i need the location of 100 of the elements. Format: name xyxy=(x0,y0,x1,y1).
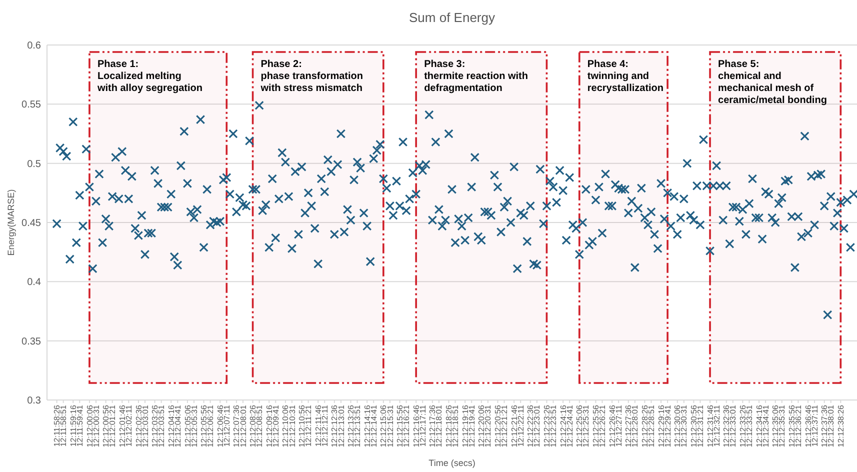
band-label: Phase 4: twinning and recrystallization xyxy=(587,59,664,94)
x-tick-label: 12:12:27:36 xyxy=(624,404,634,448)
x-tick-label: 12:12:05:56 xyxy=(200,404,209,448)
y-tick-label: 0.3 xyxy=(27,396,42,406)
x-axis-title: Time (secs) xyxy=(428,458,476,468)
x-tick-label: 12:12:21:21 xyxy=(500,404,510,448)
x-tick-label: 12:12:33:01 xyxy=(728,404,738,448)
x-tick-label: 12:12:06:46 xyxy=(216,404,225,448)
y-tick-label: 0.45 xyxy=(22,218,42,229)
x-tick-label: 12:12:20:06 xyxy=(477,404,486,448)
x-tick-label: 12:12:35:06 xyxy=(771,404,780,448)
y-axis-title: Energy(MARSE) xyxy=(6,189,16,256)
x-tick-label: 12:12:34:41 xyxy=(761,404,770,448)
x-tick-label: 12:12:10:56 xyxy=(298,404,307,448)
band-label: Phase 2: phase transformation with stress mismatch xyxy=(260,59,364,94)
x-tick-label: 12:12:33:26 xyxy=(738,404,748,448)
x-tick-label: 12:12:02:11 xyxy=(124,404,134,447)
x-tick-label: 12:12:36:21 xyxy=(794,404,804,448)
x-tick-label: 12:12:14:16 xyxy=(362,404,372,448)
band-label: Phase 5: chemical and mechanical mesh of ceramic/metal bonding xyxy=(718,59,827,106)
x-tick-label: 12:12:31:46 xyxy=(706,404,715,448)
x-tick-label: 12:12:14:41 xyxy=(369,404,378,448)
y-tick-label: 0.5 xyxy=(27,158,42,170)
x-tick-label: 12:12:03:26 xyxy=(150,404,160,448)
x-tick-label: 12:11:59:16 xyxy=(68,404,78,447)
x-tick-label: 12:12:08:26 xyxy=(248,404,258,448)
x-tick-label: 12:12:23:51 xyxy=(549,404,558,448)
x-tick-label: 12:12:28:51 xyxy=(647,404,656,448)
x-tick-label: 12:12:23:26 xyxy=(542,404,552,448)
x-tick-label: 12:12:18:26 xyxy=(444,404,454,448)
y-tick-label: 0.4 xyxy=(27,277,42,288)
x-tick-label: 12:12:17:11 xyxy=(418,404,428,447)
x-tick-label: 12:12:03:01 xyxy=(140,404,150,448)
x-tick-label: 12:12:13:01 xyxy=(336,404,346,448)
x-tick-label: 12:12:20:31 xyxy=(484,404,493,448)
x-tick-label: 12:12:24:16 xyxy=(558,404,568,448)
x-tick-label: 12:12:25:56 xyxy=(592,404,601,448)
x-tick-label: 12:11:59:41 xyxy=(75,404,84,447)
x-tick-label: 12:12:17:36 xyxy=(428,404,438,448)
x-tick-label: 12:12:13:26 xyxy=(346,404,356,448)
x-tick-label: 12:11:58:26 xyxy=(52,404,62,447)
x-tick-label: 12:12:07:36 xyxy=(232,404,242,448)
x-tick-label: 12:12:08:51 xyxy=(255,404,264,448)
x-tick-label: 12:12:03:51 xyxy=(157,404,166,448)
x-tick-label: 12:12:04:16 xyxy=(166,404,176,448)
x-tick-label: 12:12:31:21 xyxy=(696,404,706,448)
x-tick-label: 12:12:10:31 xyxy=(288,404,297,448)
y-tick-label: 0.55 xyxy=(22,100,42,111)
x-tick-label: 12:12:11:21 xyxy=(304,404,314,447)
y-tick-label: 0.35 xyxy=(22,336,42,348)
x-tick-label: 12:12:32:11 xyxy=(712,404,722,447)
chart-title: Sum of Energy xyxy=(409,10,496,25)
x-tick-label: 12:12:15:06 xyxy=(379,404,388,448)
x-tick-label: 12:12:01:46 xyxy=(118,404,127,448)
x-tick-label: 12:12:09:16 xyxy=(264,404,274,448)
x-tick-label: 12:12:00:06 xyxy=(85,404,94,448)
x-tick-label: 12:12:29:41 xyxy=(663,404,672,448)
x-tick-label: 12:12:35:31 xyxy=(778,404,787,448)
x-tick-label: 12:12:16:21 xyxy=(402,404,412,448)
x-tick-label: 12:12:00:31 xyxy=(92,404,101,448)
x-tick-label: 12:12:37:36 xyxy=(820,404,830,448)
x-tick-label: 12:12:26:46 xyxy=(608,404,617,448)
x-tick-label: 12:12:02:36 xyxy=(134,404,144,448)
x-tick-label: 12:12:12:36 xyxy=(330,404,340,448)
x-tick-label: 12:12:28:01 xyxy=(630,404,640,448)
x-tick-label: 12:12:25:31 xyxy=(582,404,591,448)
x-tick-label: 12:12:05:31 xyxy=(190,404,199,448)
band-label: Phase 3: thermite reaction with defragmentation xyxy=(424,59,528,94)
x-tick-label: 12:12:30:56 xyxy=(689,404,698,448)
x-tick-label: 12:12:19:41 xyxy=(467,404,476,448)
x-tick-label: 12:12:16:46 xyxy=(412,404,421,448)
x-tick-label: 12:12:18:51 xyxy=(451,404,460,448)
x-tick-label: 12:12:24:41 xyxy=(565,404,574,448)
x-tick-label: 12:12:36:46 xyxy=(804,404,813,448)
x-tick-label: 12:12:06:21 xyxy=(206,404,216,448)
x-tick-label: 12:12:32:36 xyxy=(722,404,732,448)
x-tick-label: 12:12:15:31 xyxy=(386,404,395,448)
band-label: Phase 1: Localized melting with alloy segregation xyxy=(96,59,202,94)
x-tick-label: 12:12:28:26 xyxy=(640,404,650,448)
x-tick-label: 12:12:20:56 xyxy=(494,404,503,448)
x-tick-label: 12:12:30:06 xyxy=(673,404,682,448)
x-tick-label: 12:12:22:11 xyxy=(516,404,526,447)
x-tick-label: 12:12:11:46 xyxy=(314,404,323,447)
x-tick-label: 12:12:33:51 xyxy=(745,404,754,448)
x-tick-label: 12:12:30:31 xyxy=(680,404,689,448)
x-tick-label: 12:12:00:56 xyxy=(102,404,111,448)
x-tick-label: 12:12:38:26 xyxy=(836,404,846,448)
x-tick-label: 12:12:29:16 xyxy=(656,404,666,448)
x-tick-label: 12:12:21:46 xyxy=(510,404,519,448)
x-tick-label: 12:12:38:01 xyxy=(826,404,836,448)
x-tick-label: 12:12:04:41 xyxy=(173,404,182,448)
x-tick-label: 12:12:01:21 xyxy=(108,404,118,448)
x-tick-label: 12:12:34:16 xyxy=(754,404,764,448)
x-tick-label: 12:12:08:01 xyxy=(238,404,248,448)
x-tick-label: 12:12:27:11 xyxy=(614,404,624,447)
x-tick-label: 12:12:22:36 xyxy=(526,404,536,448)
x-tick-label: 12:12:18:01 xyxy=(434,404,444,448)
x-tick-label: 12:12:26:21 xyxy=(598,404,608,448)
x-tick-label: 12:12:10:06 xyxy=(281,404,290,448)
x-tick-label: 12:12:09:41 xyxy=(271,404,280,448)
